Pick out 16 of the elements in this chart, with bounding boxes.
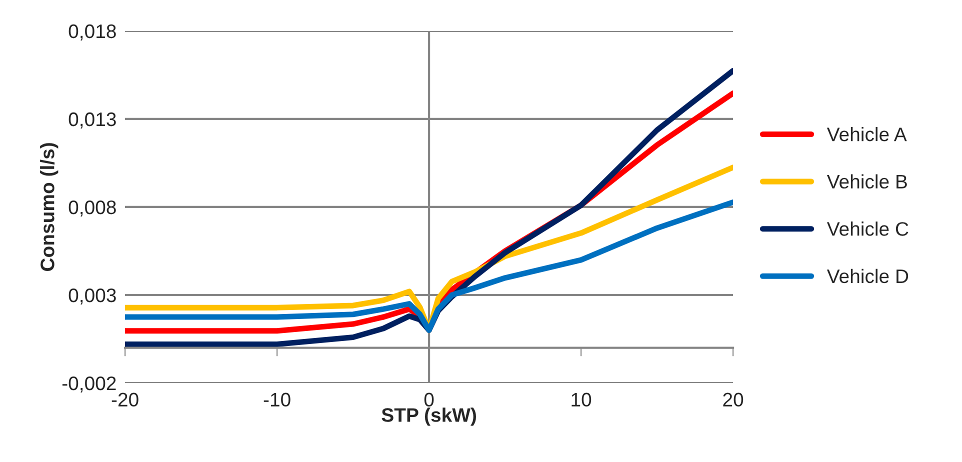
legend-label: Vehicle D	[826, 268, 908, 284]
y-tick-label: 0,013	[68, 112, 116, 128]
x-tick-label: 0	[424, 392, 434, 407]
x-tick-label: -20	[112, 392, 138, 407]
y-tick-label: 0,003	[68, 288, 116, 305]
x-axis-title: STP (skW)	[382, 408, 476, 426]
y-axis-title: Consumo (l/s)	[40, 143, 58, 271]
legend-label: Vehicle C	[826, 222, 908, 236]
x-tick-label: -10	[264, 392, 290, 407]
y-tick-label: 0,018	[68, 24, 116, 40]
legend-label: Vehicle A	[826, 126, 907, 142]
x-tick-label: 20	[723, 392, 744, 407]
y-tick-label: -0,002	[62, 376, 116, 393]
x-tick-label: 10	[572, 392, 592, 407]
legend-label: Vehicle B	[826, 174, 907, 189]
y-tick-label: 0,008	[68, 200, 116, 217]
